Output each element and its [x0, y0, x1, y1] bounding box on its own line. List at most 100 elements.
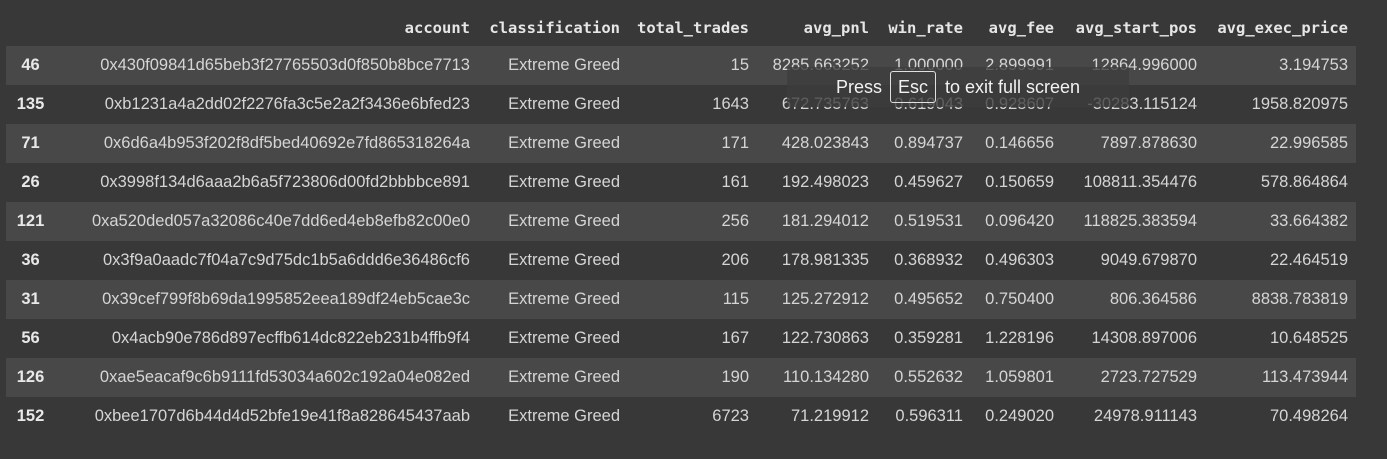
cell-account: 0x3998f134d6aaa2b6a5f723806d00fd2bbbbce8… — [100, 173, 470, 191]
cell-classification: Extreme Greed — [508, 251, 620, 269]
column-header-avg-start-pos: avg_start_pos — [1075, 19, 1197, 37]
cell-win-rate: 0.359281 — [894, 329, 963, 347]
notice-message-text: to exit full screen — [944, 76, 1081, 97]
row-index: 56 — [21, 329, 40, 347]
cell-avg-exec-price: 1958.820975 — [1251, 95, 1348, 113]
cell-avg-exec-price: 8838.783819 — [1251, 290, 1348, 308]
notice-press-text: Press — [835, 76, 882, 97]
cell-avg-pnl: 125.272912 — [781, 290, 869, 308]
cell-avg-pnl: 178.981335 — [781, 251, 869, 269]
table-row: 135 0xb1231a4a2dd02f2276fa3c5e2a2f3436e6b… — [6, 85, 1356, 124]
cell-avg-exec-price: 22.996585 — [1270, 134, 1348, 152]
cell-avg-start-pos: 2723.727529 — [1100, 368, 1197, 386]
cell-classification: Extreme Greed — [508, 56, 620, 74]
table-row: 46 0x430f09841d65beb3f27765503d0f850b8bce… — [6, 46, 1356, 85]
cell-total-trades: 115 — [722, 290, 749, 308]
cell-win-rate: 0.552632 — [894, 368, 963, 386]
cell-account: 0x4acb90e786d897ecffb614dc822eb231b4ffb9… — [111, 329, 470, 347]
cell-win-rate: 0.368932 — [894, 251, 963, 269]
table-row: 36 0x3f9a0aadc7f04a7c9d75dc1b5a6ddd6e3648… — [6, 241, 1356, 280]
cell-account: 0xbee1707d6b44d4d52bfe19e41f8a828645437a… — [94, 407, 470, 425]
cell-avg-fee: 0.096420 — [985, 212, 1054, 230]
cell-avg-exec-price: 22.464519 — [1270, 251, 1348, 269]
cell-classification: Extreme Greed — [508, 134, 620, 152]
table-row: 121 0xa520ded057a32086c40e7dd6ed4eb8efb82… — [6, 202, 1356, 241]
cell-avg-start-pos: 108811.354476 — [1083, 173, 1197, 191]
table-row: 56 0x4acb90e786d897ecffb614dc822eb231b4ff… — [6, 319, 1356, 358]
header-row: account classification total_trades avg_pnl… — [6, 10, 1356, 46]
column-header-win-rate: win_rate — [888, 19, 963, 37]
cell-avg-fee: 0.750400 — [985, 290, 1054, 308]
cell-win-rate: 0.894737 — [894, 134, 963, 152]
cell-win-rate: 0.459627 — [894, 173, 963, 191]
column-header-index — [6, 10, 55, 46]
column-header-avg-pnl: avg_pnl — [803, 19, 869, 37]
cell-avg-fee: 1.059801 — [985, 368, 1054, 386]
row-index: 126 — [16, 368, 45, 386]
cell-avg-exec-price: 578.864864 — [1260, 173, 1348, 191]
cell-avg-exec-price: 70.498264 — [1270, 407, 1348, 425]
cell-account: 0x6d6a4b953f202f8df5bed40692e7fd86531826… — [103, 134, 470, 152]
cell-avg-start-pos: 118825.383594 — [1083, 212, 1197, 230]
dataframe-table: account classification total_trades avg_pnl… — [6, 10, 1356, 436]
cell-account: 0x39cef799f8b69da1995852eea189df24eb5cae… — [102, 290, 470, 308]
column-header-account: account — [404, 19, 470, 37]
cell-win-rate: 0.519531 — [894, 212, 963, 230]
cell-account: 0xae5eacaf9c6b9111fd53034a602c192a04e082… — [99, 368, 470, 386]
cell-total-trades: 161 — [721, 173, 749, 191]
cell-total-trades: 15 — [730, 56, 749, 74]
cell-total-trades: 256 — [721, 212, 749, 230]
cell-avg-fee: 0.249020 — [985, 407, 1054, 425]
cell-avg-pnl: 122.730863 — [781, 329, 869, 347]
cell-avg-start-pos: 24978.911143 — [1093, 407, 1197, 425]
cell-avg-pnl: 110.134280 — [783, 368, 869, 386]
dataframe-output: account classification total_trades avg_pnl… — [6, 10, 1356, 436]
cell-total-trades: 1643 — [712, 95, 749, 113]
column-header-avg-exec-price: avg_exec_price — [1217, 19, 1348, 37]
table-row: 31 0x39cef799f8b69da1995852eea189df24eb5c… — [6, 280, 1356, 319]
cell-classification: Extreme Greed — [508, 368, 620, 386]
cell-avg-start-pos: 806.364586 — [1109, 290, 1197, 308]
column-header-total-trades: total_trades — [637, 19, 749, 37]
cell-classification: Extreme Greed — [508, 329, 620, 347]
cell-avg-fee: 1.228196 — [985, 329, 1054, 347]
cell-win-rate: 0.495652 — [894, 290, 963, 308]
table-row: 126 0xae5eacaf9c6b9111fd53034a602c192a04e… — [6, 358, 1356, 397]
table-row: 26 0x3998f134d6aaa2b6a5f723806d00fd2bbbbc… — [6, 163, 1356, 202]
cell-total-trades: 171 — [721, 134, 749, 152]
cell-avg-exec-price: 3.194753 — [1279, 56, 1348, 74]
fullscreen-exit-notice: Press Esc to exit full screen — [787, 67, 1129, 107]
table-row: 152 0xbee1707d6b44d4d52bfe19e41f8a8286454… — [6, 397, 1356, 436]
cell-classification: Extreme Greed — [508, 173, 620, 191]
cell-avg-pnl: 181.294012 — [781, 212, 869, 230]
cell-avg-start-pos: 14308.897006 — [1091, 329, 1197, 347]
table-row: 71 0x6d6a4b953f202f8df5bed40692e7fd865318… — [6, 124, 1356, 163]
row-index: 135 — [16, 95, 45, 113]
cell-win-rate: 0.596311 — [895, 407, 963, 425]
cell-account: 0x430f09841d65beb3f27765503d0f850b8bce77… — [100, 56, 470, 74]
cell-classification: Extreme Greed — [508, 95, 620, 113]
cell-avg-pnl: 71.219912 — [791, 407, 869, 425]
column-header-avg-fee: avg_fee — [988, 19, 1054, 37]
cell-account: 0x3f9a0aadc7f04a7c9d75dc1b5a6ddd6e36486c… — [102, 251, 470, 269]
row-index: 36 — [21, 251, 40, 269]
table-header: account classification total_trades avg_pnl… — [6, 10, 1356, 46]
cell-avg-exec-price: 113.473944 — [1262, 368, 1348, 386]
cell-total-trades: 190 — [721, 368, 749, 386]
esc-key-badge: Esc — [889, 71, 936, 103]
cell-avg-fee: 0.146656 — [985, 134, 1054, 152]
cell-total-trades: 167 — [721, 329, 749, 347]
row-index: 31 — [21, 290, 40, 308]
cell-avg-pnl: 428.023843 — [781, 134, 869, 152]
cell-avg-start-pos: 7897.878630 — [1100, 134, 1197, 152]
row-index: 121 — [16, 212, 45, 230]
table-body: 46 0x430f09841d65beb3f27765503d0f850b8bce… — [6, 46, 1356, 436]
cell-classification: Extreme Greed — [508, 212, 620, 230]
cell-account: 0xa520ded057a32086c40e7dd6ed4eb8efb82c00… — [91, 212, 470, 230]
cell-account: 0xb1231a4a2dd02f2276fa3c5e2a2f3436e6bfed… — [104, 95, 470, 113]
row-index: 26 — [21, 173, 40, 191]
row-index: 46 — [21, 56, 40, 74]
cell-avg-exec-price: 10.648525 — [1270, 329, 1348, 347]
column-header-classification: classification — [489, 19, 620, 37]
cell-avg-start-pos: 9049.679870 — [1100, 251, 1197, 269]
